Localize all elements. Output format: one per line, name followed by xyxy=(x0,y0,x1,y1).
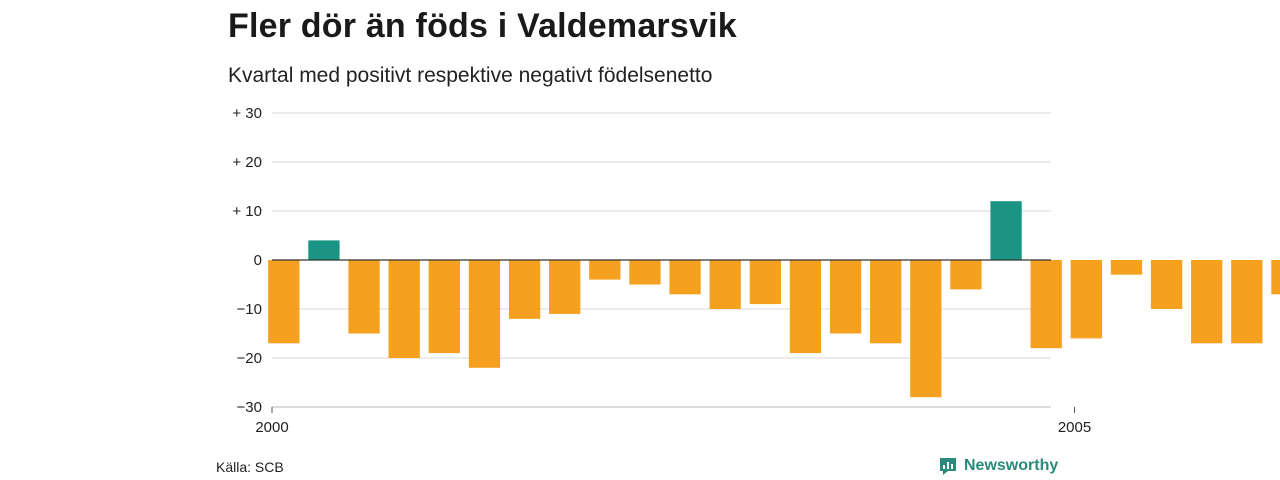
bar xyxy=(870,260,902,344)
y-tick-label: 0 xyxy=(254,252,262,269)
bar xyxy=(348,260,380,334)
bar xyxy=(709,260,741,309)
x-tick-label: 2000 xyxy=(255,419,288,436)
bar xyxy=(508,260,541,319)
bar xyxy=(1030,260,1062,349)
brand-logo: Newsworthy xyxy=(938,456,1058,476)
y-tick-label: −20 xyxy=(237,350,262,367)
bar xyxy=(950,260,982,290)
bar xyxy=(789,260,822,354)
chart-subtitle: Kvartal med positivt respektive negativt… xyxy=(228,64,713,87)
bar xyxy=(1110,260,1143,275)
y-tick-label: + 20 xyxy=(232,154,262,171)
bar xyxy=(1191,260,1223,344)
bar xyxy=(669,260,701,295)
y-tick-label: + 30 xyxy=(232,105,262,122)
newsworthy-logo-icon xyxy=(940,458,956,475)
bar xyxy=(549,260,581,314)
y-tick-label: + 10 xyxy=(232,203,262,220)
bar xyxy=(428,260,460,354)
bar xyxy=(388,260,420,358)
bar xyxy=(1150,260,1183,309)
bar xyxy=(1070,260,1102,339)
bar xyxy=(1231,260,1263,344)
bar xyxy=(990,201,1022,260)
bar xyxy=(829,260,862,334)
bar xyxy=(589,260,621,280)
bar xyxy=(749,260,781,305)
bar xyxy=(910,260,942,398)
x-ticks: 20002005201020152020 xyxy=(255,407,1091,436)
y-tick-label: −10 xyxy=(237,301,262,318)
y-tick-labels: + 30 + 20 + 10 0 −10 −20 −30 xyxy=(232,105,262,416)
bar xyxy=(308,240,340,260)
bar xyxy=(268,260,300,344)
y-tick-label: −30 xyxy=(237,399,262,416)
bars xyxy=(268,201,1280,398)
bar xyxy=(468,260,501,368)
source-note: Källa: SCB xyxy=(216,459,284,475)
brand-name: Newsworthy xyxy=(964,457,1059,474)
bar xyxy=(1271,260,1280,295)
chart-title: Fler dör än föds i Valdemarsvik xyxy=(228,7,737,45)
x-tick-label: 2005 xyxy=(1058,419,1091,436)
bar xyxy=(629,260,661,285)
